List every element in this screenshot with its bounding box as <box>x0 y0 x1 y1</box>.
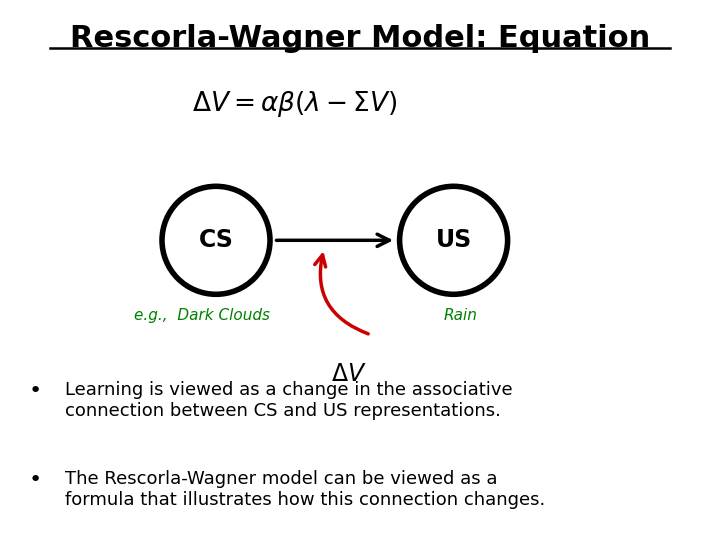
Text: •: • <box>29 470 42 490</box>
Text: US: US <box>436 228 472 252</box>
Text: Rain: Rain <box>444 308 478 323</box>
Text: Learning is viewed as a change in the associative
connection between CS and US r: Learning is viewed as a change in the as… <box>65 381 513 420</box>
Text: The Rescorla-Wagner model can be viewed as a
formula that illustrates how this c: The Rescorla-Wagner model can be viewed … <box>65 470 545 509</box>
Text: $\Delta V = \alpha\beta(\lambda - \Sigma V)$: $\Delta V = \alpha\beta(\lambda - \Sigma… <box>192 89 398 119</box>
Text: CS: CS <box>199 228 233 252</box>
Ellipse shape <box>162 186 270 294</box>
Text: Rescorla-Wagner Model: Equation: Rescorla-Wagner Model: Equation <box>70 24 650 53</box>
Text: $\Delta V$: $\Delta V$ <box>331 362 367 386</box>
Text: e.g.,  Dark Clouds: e.g., Dark Clouds <box>134 308 269 323</box>
Text: •: • <box>29 381 42 401</box>
Ellipse shape <box>400 186 508 294</box>
